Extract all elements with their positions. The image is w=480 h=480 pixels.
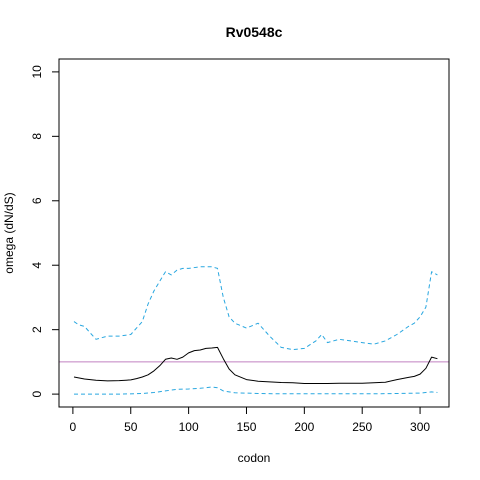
x-tick-label: 300 [410, 420, 430, 434]
x-axis-label: codon [238, 451, 271, 465]
series-layer [73, 266, 438, 395]
y-axis-label: omega (dN/dS) [2, 192, 16, 273]
y-axis: 0 2 4 6 8 10 [30, 65, 60, 397]
y-tick-label: 2 [30, 326, 44, 333]
series-line-upper-bound [73, 266, 438, 351]
x-tick-label: 0 [70, 420, 77, 434]
y-tick-label: 8 [30, 133, 44, 140]
y-tick-label: 6 [30, 197, 44, 204]
x-axis: 0 50 100 150 200 250 300 [70, 406, 430, 434]
x-tick-label: 50 [124, 420, 138, 434]
series-line-lower-bound [74, 386, 438, 395]
x-tick-label: 150 [236, 420, 256, 434]
x-tick-label: 200 [294, 420, 314, 434]
y-tick-label: 10 [30, 65, 44, 79]
y-tick-label: 4 [30, 262, 44, 269]
chart-title: Rv0548c [226, 24, 283, 40]
series-line-estimate [73, 346, 438, 384]
x-tick-label: 100 [179, 420, 199, 434]
x-tick-label: 250 [352, 420, 372, 434]
y-tick-label: 0 [30, 390, 44, 397]
plot-frame [58, 58, 450, 408]
